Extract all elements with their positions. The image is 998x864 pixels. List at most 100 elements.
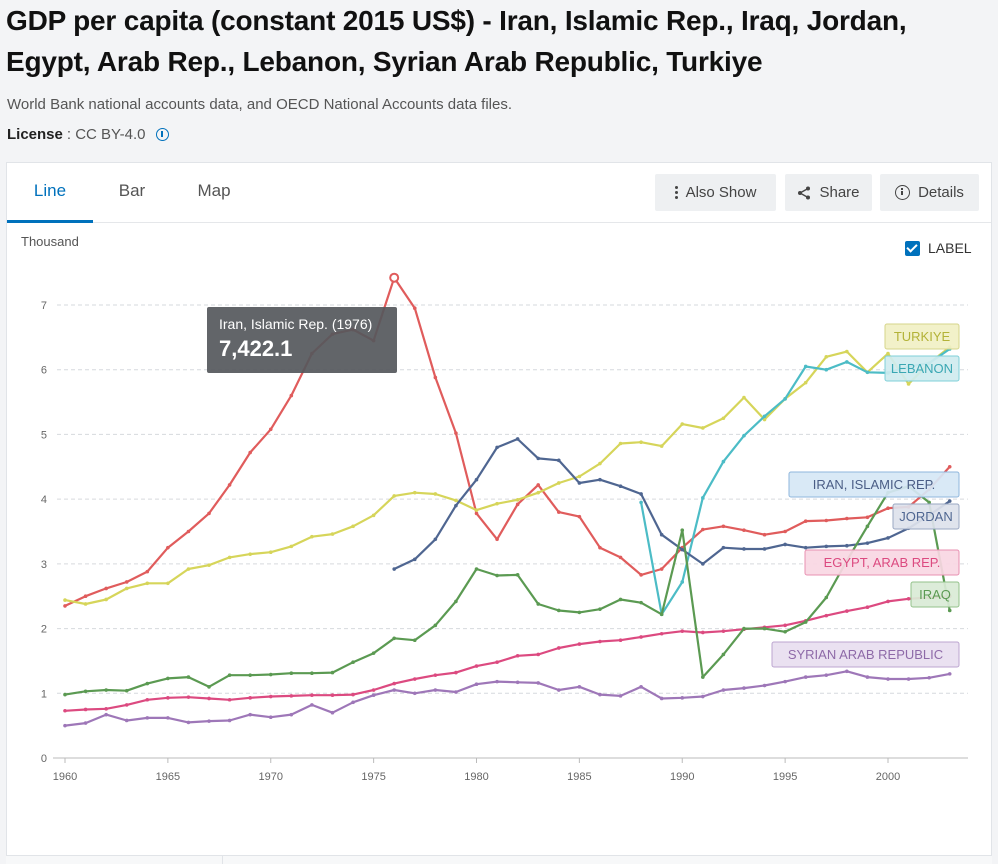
data-point-iran-islamic-rep [659, 567, 664, 571]
data-point-turkiye [598, 461, 602, 466]
source-note: World Bank national accounts data, and O… [7, 96, 513, 113]
x-tick-label: 1990 [670, 771, 694, 783]
data-point-jordan [680, 547, 685, 552]
data-point-egypt-arab-rep [104, 707, 108, 711]
data-point-syrian-arab-republic [701, 694, 705, 699]
series-label-box-turkiye [884, 323, 960, 350]
data-point-iraq [783, 630, 787, 634]
data-point-egypt-arab-rep [824, 613, 829, 618]
tab-bar[interactable]: Bar [118, 181, 146, 200]
data-point-turkiye [474, 508, 479, 512]
data-point-egypt-arab-rep [63, 708, 67, 713]
data-point-turkiye [248, 552, 252, 556]
data-point-jordan [474, 477, 479, 482]
share-button[interactable]: Share [785, 174, 872, 211]
data-point-turkiye [310, 534, 314, 539]
data-point-iran-islamic-rep [289, 393, 294, 398]
data-point-iraq [680, 528, 685, 533]
data-point-egypt-arab-rep [454, 670, 458, 675]
data-point-iran-islamic-rep [124, 580, 129, 584]
bottom-panel [6, 855, 992, 864]
series-label-box-syrian-arab-republic [771, 641, 960, 668]
data-point-lebanon [680, 580, 685, 584]
label-toggle[interactable]: LABEL [905, 240, 972, 256]
data-point-iran-islamic-rep [701, 527, 705, 532]
data-point-iran-islamic-rep [145, 569, 150, 574]
data-point-syrian-arab-republic [947, 672, 952, 676]
data-point-egypt-arab-rep [83, 707, 88, 712]
details-button[interactable]: Details [880, 174, 979, 211]
x-tick-label: 1980 [464, 771, 488, 783]
data-point-egypt-arab-rep [351, 692, 355, 697]
label-checkbox[interactable] [905, 240, 920, 256]
data-point-jordan [536, 456, 541, 461]
also-show-button[interactable]: Also Show [655, 174, 776, 211]
data-point-turkiye [742, 395, 746, 400]
series-label-box-iran-islamic-rep [788, 471, 960, 498]
tab-map[interactable]: Map [197, 181, 231, 200]
data-point-syrian-arab-republic [618, 694, 623, 698]
data-point-iraq [618, 597, 623, 602]
series-label-lebanon: LEBANON [891, 361, 953, 376]
data-point-turkiye [701, 426, 705, 430]
data-point-turkiye [536, 490, 541, 495]
data-point-syrian-arab-republic [268, 715, 273, 720]
data-point-egypt-arab-rep [207, 696, 211, 701]
data-point-jordan [803, 545, 808, 550]
data-point-syrian-arab-republic [680, 696, 685, 700]
data-point-iran-islamic-rep [207, 511, 211, 516]
data-point-iran-islamic-rep [104, 586, 108, 591]
data-point-iraq [598, 607, 602, 611]
data-point-iraq [927, 500, 931, 505]
data-point-jordan [742, 547, 746, 551]
data-point-turkiye [207, 563, 211, 567]
data-point-egypt-arab-rep [186, 695, 191, 699]
data-point-iraq [104, 688, 108, 692]
more-vertical-icon [674, 186, 678, 199]
data-point-jordan [412, 557, 417, 562]
data-point-iran-islamic-rep [166, 545, 170, 550]
data-point-egypt-arab-rep [124, 703, 129, 707]
data-point-syrian-arab-republic [289, 712, 294, 717]
details-label: Details [918, 184, 964, 201]
data-point-lebanon [639, 500, 643, 505]
y-tick-label: 5 [41, 429, 47, 441]
data-point-lebanon [865, 370, 870, 375]
data-point-iran-islamic-rep [947, 464, 952, 469]
data-point-iran-islamic-rep [886, 506, 890, 511]
data-point-iraq [186, 675, 191, 679]
view-tabs: Line Bar Map Also Show Share Details [7, 163, 991, 223]
series-label-box-jordan [892, 503, 960, 530]
data-point-iran-islamic-rep [412, 306, 417, 311]
data-point-turkiye [227, 555, 232, 560]
data-point-iraq [83, 689, 88, 694]
info-icon[interactable] [155, 128, 169, 141]
data-point-syrian-arab-republic [639, 685, 643, 689]
data-point-syrian-arab-republic [63, 723, 67, 728]
data-point-egypt-arab-rep [371, 688, 376, 692]
data-point-iran-islamic-rep [474, 511, 479, 516]
data-point-iran-islamic-rep [557, 510, 561, 514]
data-point-turkiye [454, 498, 458, 503]
data-point-iraq [289, 671, 294, 676]
data-point-syrian-arab-republic [742, 686, 746, 690]
data-point-syrian-arab-republic [227, 718, 232, 723]
data-point-syrian-arab-republic [83, 721, 88, 725]
data-point-turkiye [886, 351, 890, 356]
data-point-syrian-arab-republic [762, 683, 767, 688]
data-point-jordan [515, 437, 520, 441]
data-point-jordan [433, 537, 438, 542]
data-point-turkiye [145, 581, 150, 586]
data-point-turkiye [186, 567, 191, 571]
y-tick-label: 1 [41, 688, 47, 700]
tab-line[interactable]: Line [7, 163, 93, 223]
data-point-iraq [433, 623, 438, 628]
data-point-syrian-arab-republic [454, 690, 458, 694]
data-point-iraq [701, 675, 705, 679]
data-point-syrian-arab-republic [330, 710, 335, 715]
data-point-syrian-arab-republic [659, 696, 664, 701]
data-point-iran-islamic-rep [598, 545, 602, 550]
data-point-iraq [474, 567, 479, 571]
data-point-iraq [515, 573, 520, 577]
data-point-iran-islamic-rep [227, 483, 232, 487]
